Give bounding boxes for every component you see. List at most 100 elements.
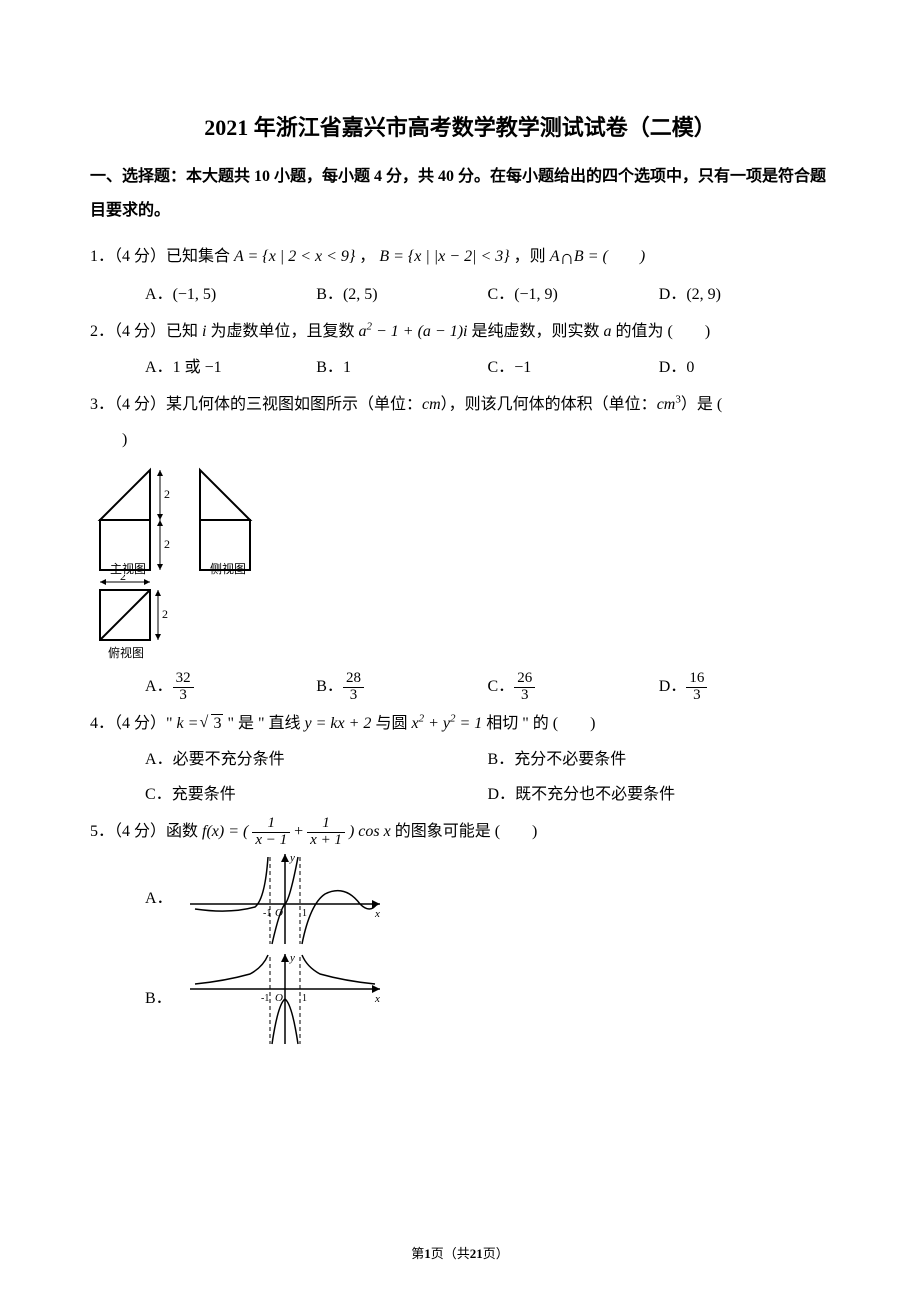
q2-opt-d: D．0: [659, 350, 830, 385]
dim-2a: 2: [164, 487, 170, 501]
q5-opt-b: B． x y O -1 1: [145, 949, 830, 1049]
q3a-den: 3: [173, 688, 194, 704]
q2-opt-a-val: 1 或 −1: [173, 359, 222, 376]
footer-prefix: 第: [411, 1246, 424, 1261]
q4-mid1: " 是 " 直线: [227, 715, 304, 732]
q1-opt-d: D．(2, 9): [659, 277, 830, 312]
q2-opt-a: A．1 或 −1: [145, 350, 316, 385]
q3-opt-a: A．323: [145, 669, 316, 704]
page-title: 2021 年浙江省嘉兴市高考数学教学测试试卷（二模）: [90, 110, 830, 142]
q4-opt-d-val: 既不充分也不必要条件: [515, 786, 675, 803]
q5-f2d: x + 1: [307, 833, 345, 849]
q4-opt-b-val: 充分不必要条件: [514, 751, 626, 768]
q5-graph-a-icon: x y O -1 1: [185, 849, 385, 949]
q5-graph-b-icon: x y O -1 1: [185, 949, 385, 1049]
footer-suffix: 页）: [483, 1246, 509, 1261]
front-view-label: 主视图: [110, 561, 146, 575]
q1-set-b: B = {x | |x − 2| < 3}: [379, 248, 509, 265]
q3c-den: 3: [514, 688, 535, 704]
side-view-label: 侧视图: [210, 561, 246, 575]
q1-expr-right: B = ( ): [574, 248, 645, 265]
q5-opt-b-label: B．: [145, 981, 175, 1016]
intersect-icon: ∩: [559, 247, 573, 269]
q5-suffix: 的图象可能是 ( ): [395, 823, 538, 840]
q3-stem: 3．（4 分）某几何体的三视图如图所示（单位：cm），则该几何体的体积（单位：c…: [90, 396, 722, 448]
q4-opt-c-val: 充要条件: [172, 786, 236, 803]
q5-f1d: x − 1: [252, 833, 290, 849]
q2-opt-c-val: −1: [514, 359, 531, 376]
dim-2c: 2: [120, 575, 126, 583]
q5-options: A． x y O -1 1: [90, 849, 830, 1049]
q2-opt-c: C．−1: [488, 350, 659, 385]
three-view-row1-icon: 2 2 主视图 侧视图: [90, 465, 290, 575]
sqrt-icon: 3: [202, 706, 223, 741]
q5-f2n: 1: [307, 816, 345, 833]
footer-total: 21: [470, 1246, 483, 1261]
dim-2b: 2: [164, 537, 170, 551]
q2-a: a: [604, 323, 612, 340]
question-3: 3．（4 分）某几何体的三视图如图所示（单位：cm），则该几何体的体积（单位：c…: [90, 387, 830, 457]
q2-i: i: [202, 323, 206, 340]
footer-mid: 页（共: [431, 1246, 470, 1261]
q4-options: A．必要不充分条件 B．充分不必要条件 C．充要条件 D．既不充分也不必要条件: [90, 742, 830, 812]
q5-prefix: 5．（4 分）函数: [90, 823, 202, 840]
q2-opt-d-val: 0: [686, 359, 694, 376]
q4-opt-c: C．充要条件: [145, 777, 488, 812]
q1-stem-mid: ，则: [514, 248, 550, 265]
svg-text:1: 1: [302, 993, 307, 1004]
dim-2d: 2: [162, 607, 168, 621]
q3b-den: 3: [343, 688, 364, 704]
three-view-row2-icon: 2 2 俯视图: [90, 575, 210, 665]
q1-opt-b-val: (2, 5): [343, 286, 378, 303]
q5-func-open: f(x) = (: [202, 823, 248, 840]
svg-text:y: y: [289, 852, 295, 864]
svg-text:x: x: [374, 908, 380, 920]
q5-func-end: ) cos x: [349, 823, 391, 840]
q2-opt-b-val: 1: [343, 359, 351, 376]
svg-text:x: x: [374, 993, 380, 1005]
q2-expr: a2 − 1 + (a − 1)i: [358, 323, 467, 340]
q1-opt-d-val: (2, 9): [686, 286, 721, 303]
q4-opt-d: D．既不充分也不必要条件: [488, 777, 831, 812]
q4-opt-a-val: 必要不充分条件: [173, 751, 285, 768]
q1-opt-a-val: (−1, 5): [173, 286, 217, 303]
q5-plus: +: [294, 823, 307, 840]
q5-f1n: 1: [252, 816, 290, 833]
q4-sqrt3: 3: [211, 714, 223, 732]
q3b-num: 28: [343, 671, 364, 688]
q2-opt-b: B．1: [316, 350, 487, 385]
svg-text:-1: -1: [261, 993, 269, 1004]
q5-opt-a-label: A．: [145, 881, 175, 916]
q1-expr-left: A: [550, 248, 560, 265]
q2-mid1: 为虚数单位，且复数: [210, 323, 358, 340]
q3-options: A．323 B．283 C．263 D．163: [90, 669, 830, 704]
q3d-den: 3: [686, 688, 707, 704]
q1-opt-c: C．(−1, 9): [488, 277, 659, 312]
question-4: 4．（4 分）" k = 3 " 是 " 直线 y = kx + 2 与圆 x2…: [90, 706, 830, 741]
q1-stem-prefix: 1．（4 分）已知集合: [90, 248, 234, 265]
top-view-label: 俯视图: [108, 645, 144, 660]
q3d-num: 16: [686, 671, 707, 688]
svg-text:1: 1: [302, 908, 307, 919]
q3-opt-d: D．163: [659, 669, 830, 704]
q5-opt-a: A． x y O -1 1: [145, 849, 830, 949]
svg-text:y: y: [289, 952, 295, 964]
question-5: 5．（4 分）函数 f(x) = ( 1x − 1 + 1x + 1 ) cos…: [90, 814, 830, 849]
q2-suffix: 的值为 ( ): [616, 323, 711, 340]
q3a-num: 32: [173, 671, 194, 688]
q1-sep: ，: [359, 248, 379, 265]
q4-opt-a: A．必要不充分条件: [145, 742, 488, 777]
q4-opt-b: B．充分不必要条件: [488, 742, 831, 777]
q4-mid2: 与圆: [375, 715, 411, 732]
q2-mid2: 是纯虚数，则实数: [471, 323, 603, 340]
q4-line: y = kx + 2: [305, 715, 372, 732]
q4-suffix: 相切 " 的 ( ): [486, 715, 595, 732]
q1-options: A．(−1, 5) B．(2, 5) C．(−1, 9) D．(2, 9): [90, 277, 830, 312]
svg-text:-1: -1: [263, 908, 271, 919]
q2-stem-prefix: 2．（4 分）已知: [90, 323, 202, 340]
q1-opt-b: B．(2, 5): [316, 277, 487, 312]
q1-opt-c-val: (−1, 9): [514, 286, 558, 303]
q4-circle: x2 + y2 = 1: [411, 715, 482, 732]
q3c-num: 26: [514, 671, 535, 688]
q1-opt-a: A．(−1, 5): [145, 277, 316, 312]
